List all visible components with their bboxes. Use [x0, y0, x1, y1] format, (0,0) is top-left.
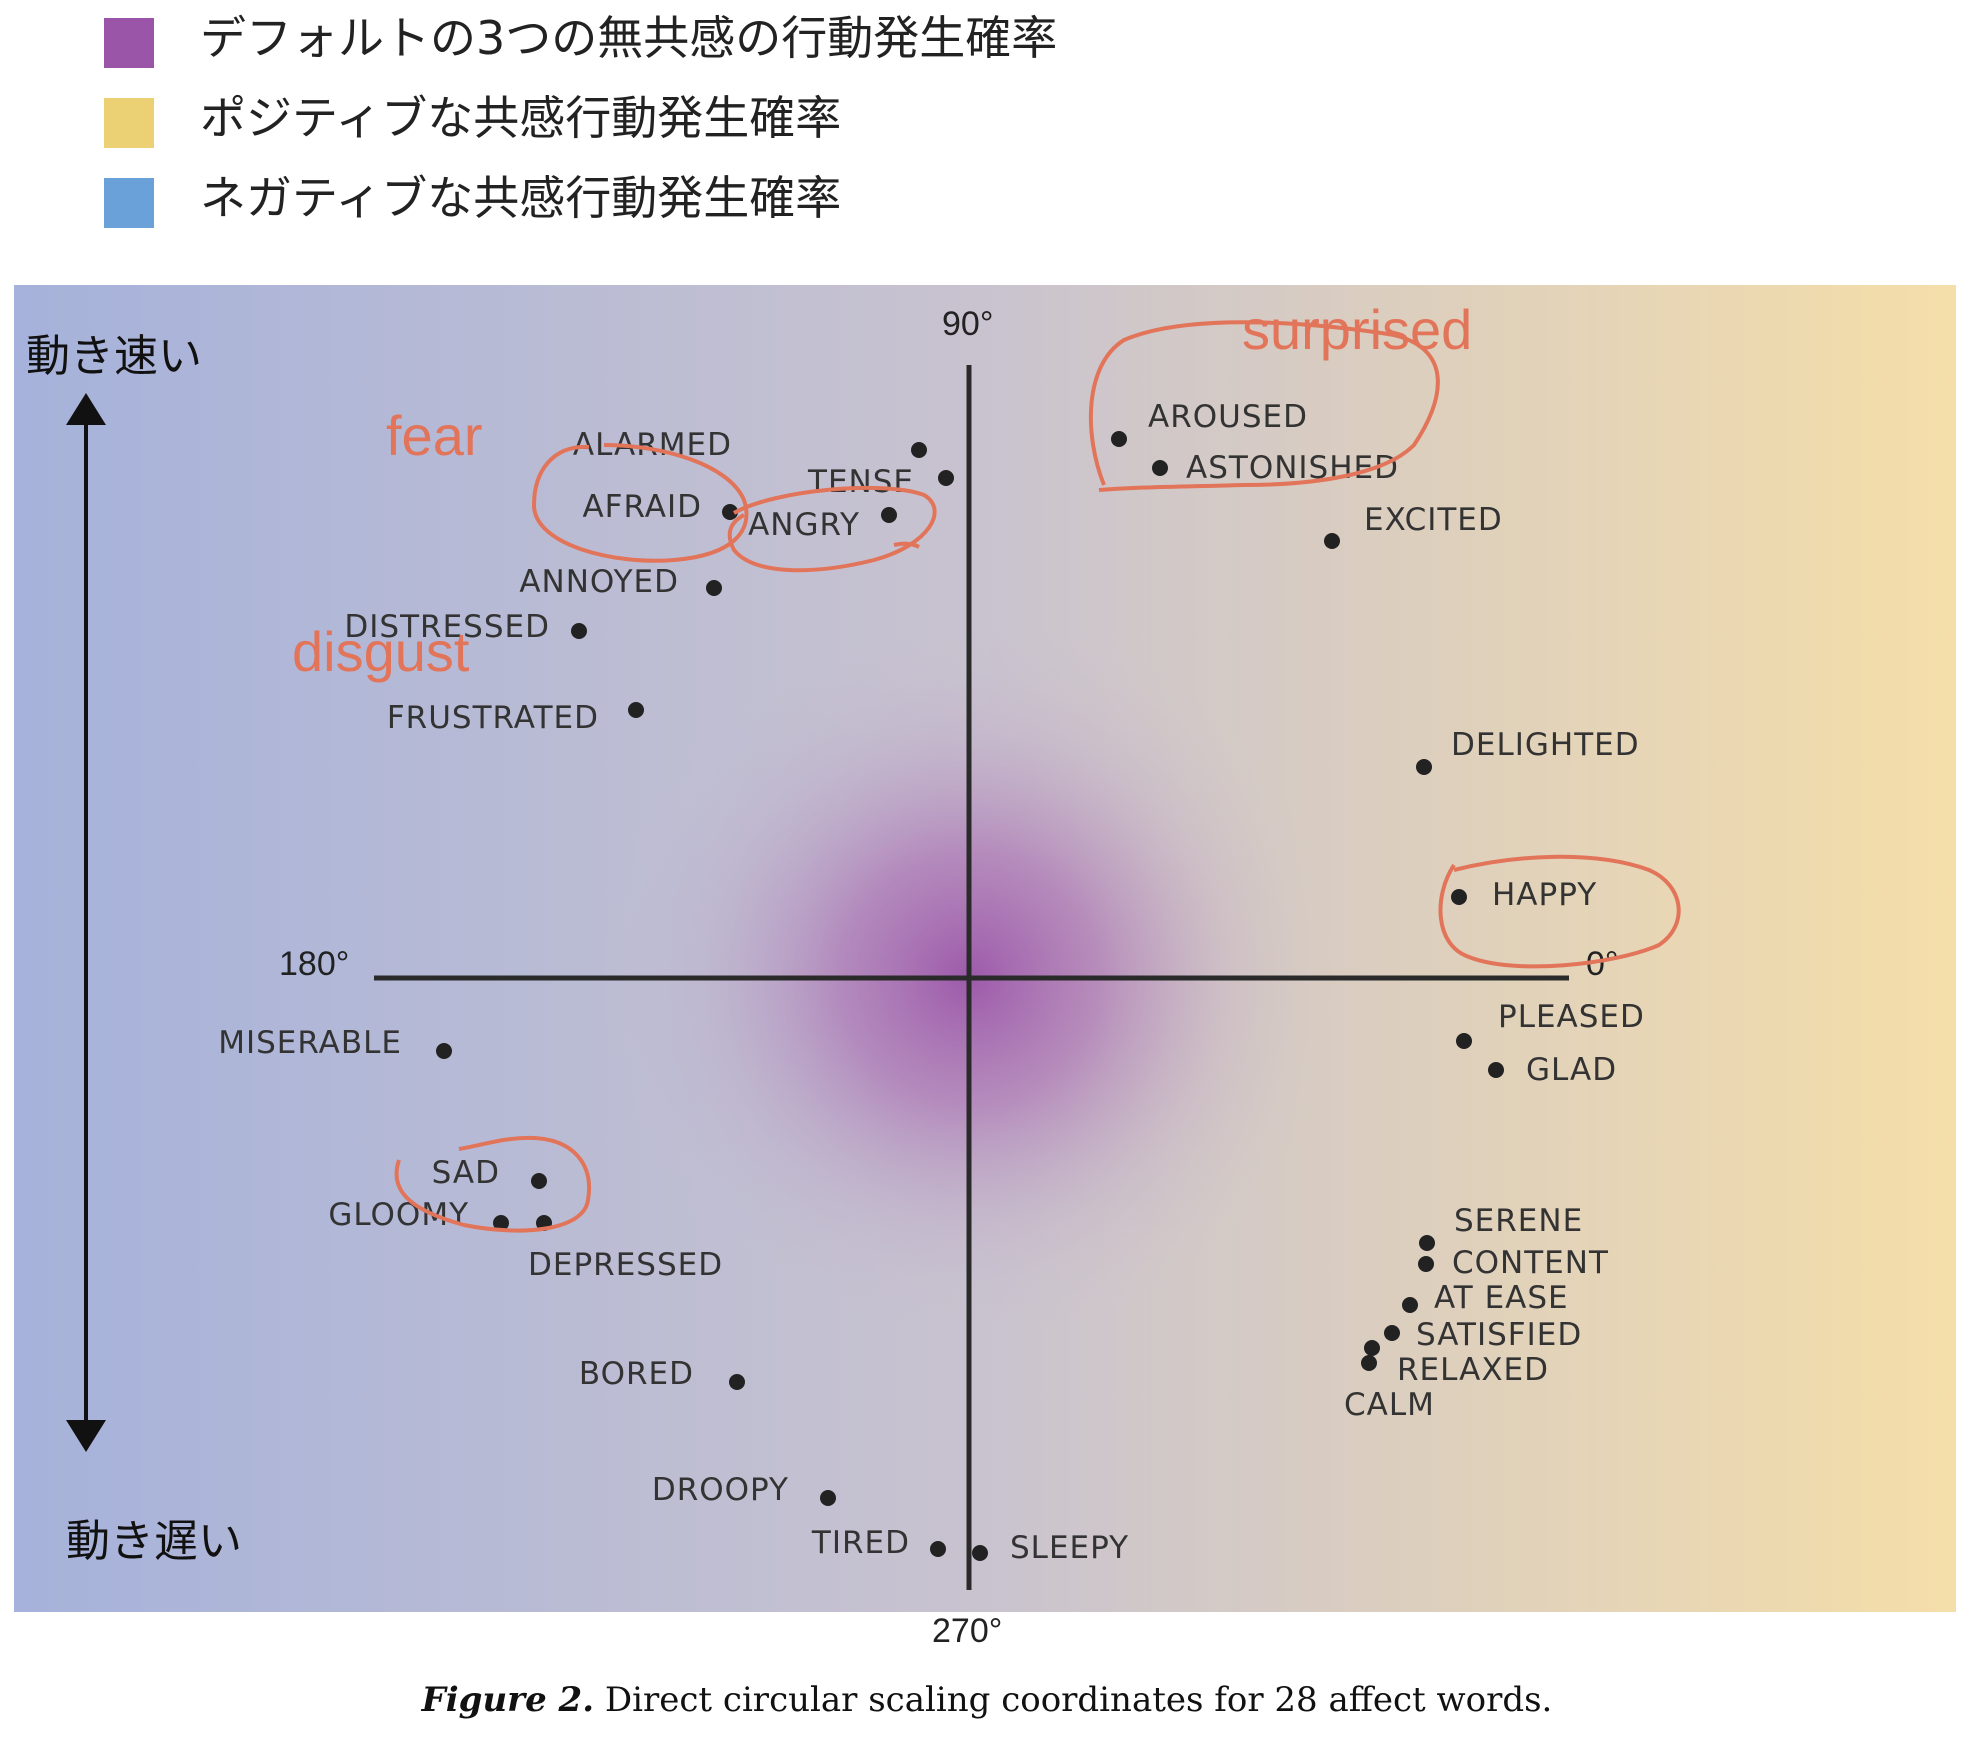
word-label-depressed: DEPRESSED — [528, 1247, 723, 1283]
annotation-strokes — [394, 320, 1681, 1233]
word-label-delighted: DELIGHTED — [1451, 727, 1640, 763]
word-dot-bored — [729, 1374, 745, 1390]
word-label-excited: EXCITED — [1364, 502, 1503, 538]
word-label-frustrated: FRUSTRATED — [387, 700, 599, 736]
word-label-astonished: ASTONISHED — [1186, 450, 1399, 486]
word-dot-angry — [881, 507, 897, 523]
angry-check-mark — [893, 541, 920, 549]
annotation-surprised: surprised — [1242, 298, 1472, 361]
word-dot-frustrated — [628, 702, 644, 718]
affect-circumplex-diagram: 90° 180° 0° ALARMED TENSE AFRAID ANGRY ANNOY… — [14, 285, 1956, 1612]
word-dot-miserable — [436, 1043, 452, 1059]
word-label-miserable: MISERABLE — [218, 1025, 402, 1061]
word-label-at-ease: AT EASE — [1434, 1280, 1569, 1316]
affect-words-layer: ALARMED TENSE AFRAID ANGRY ANNOYED DISTRESSED… — [218, 399, 1645, 1566]
word-label-sad: SAD — [432, 1155, 500, 1191]
word-label-sleepy: SLEEPY — [1010, 1530, 1129, 1566]
word-label-gloomy: GLOOMY — [328, 1197, 469, 1233]
legend-label: ネガティブな共感行動発生確率 — [200, 171, 842, 225]
word-dot-annoyed — [706, 580, 722, 596]
word-label-glad: GLAD — [1526, 1052, 1617, 1088]
speed-label-slow: 動き遅い — [66, 1516, 242, 1567]
word-dot-excited — [1324, 533, 1340, 549]
word-dot-sad — [531, 1173, 547, 1189]
word-label-serene: SERENE — [1454, 1203, 1583, 1239]
axis-label-90: 90° — [942, 305, 993, 343]
word-dot-astonished — [1152, 460, 1168, 476]
legend-label: デフォルトの3つの無共感の行動発生確率 — [200, 11, 1058, 65]
word-label-angry: ANGRY — [748, 507, 860, 543]
caption-text: Direct circular scaling coordinates for … — [604, 1680, 1553, 1720]
word-dot-serene — [1419, 1235, 1435, 1251]
word-label-annoyed: ANNOYED — [519, 564, 679, 600]
word-label-tense: TENSE — [807, 464, 914, 500]
surprised-circle — [1088, 320, 1440, 492]
word-dot-tired — [930, 1541, 946, 1557]
word-dot-relaxed — [1364, 1340, 1380, 1356]
word-dot-gloomy — [493, 1215, 509, 1231]
word-dot-content — [1418, 1256, 1434, 1272]
word-label-happy: HAPPY — [1492, 877, 1597, 913]
word-label-distressed: DISTRESSED — [344, 609, 550, 645]
word-label-alarmed: ALARMED — [573, 427, 732, 463]
afraid-circle — [531, 443, 749, 563]
arrow-down-icon — [66, 1420, 106, 1452]
word-label-satisfied: SATISFIED — [1416, 1317, 1582, 1353]
speed-label-fast: 動き速い — [26, 331, 202, 382]
figure-caption: Figure 2. Direct circular scaling coordi… — [0, 1680, 1974, 1720]
word-dot-glad — [1488, 1062, 1504, 1078]
legend-swatch-purple — [104, 18, 154, 68]
word-dot-satisfied — [1384, 1325, 1400, 1341]
happy-circle — [1438, 854, 1681, 969]
sad-circle — [394, 1135, 591, 1233]
angry-circle — [727, 485, 937, 573]
word-label-afraid: AFRAID — [582, 489, 702, 525]
word-label-droopy: DROOPY — [652, 1472, 789, 1508]
axis-label-270: 270° — [932, 1612, 1003, 1650]
word-label-bored: BORED — [579, 1356, 694, 1392]
word-dot-tense — [938, 470, 954, 486]
word-dot-happy — [1451, 889, 1467, 905]
word-dot-delighted — [1416, 759, 1432, 775]
word-dot-droopy — [820, 1490, 836, 1506]
annotation-fear: fear — [386, 404, 483, 467]
word-dot-at-ease — [1402, 1297, 1418, 1313]
word-label-pleased: PLEASED — [1498, 999, 1645, 1035]
annotation-disgust: disgust — [292, 620, 470, 683]
word-dot-calm — [1361, 1355, 1377, 1371]
word-dot-afraid — [722, 504, 738, 520]
legend-swatch-blue — [104, 178, 154, 228]
word-dot-distressed — [571, 623, 587, 639]
word-label-calm: CALM — [1344, 1387, 1435, 1423]
axis-label-180: 180° — [279, 945, 349, 983]
word-dot-aroused — [1111, 431, 1127, 447]
word-label-content: CONTENT — [1452, 1245, 1609, 1281]
word-dot-sleepy — [972, 1545, 988, 1561]
word-label-tired: TIRED — [811, 1525, 910, 1561]
caption-prefix: Figure 2. — [421, 1680, 595, 1720]
word-label-aroused: AROUSED — [1148, 399, 1308, 435]
word-dot-pleased — [1456, 1033, 1472, 1049]
legend-label: ポジティブな共感行動発生確率 — [200, 91, 842, 145]
word-label-relaxed: RELAXED — [1397, 1352, 1549, 1388]
word-dot-alarmed — [911, 442, 927, 458]
legend-swatch-yellow — [104, 98, 154, 148]
arrow-up-icon — [66, 393, 106, 425]
